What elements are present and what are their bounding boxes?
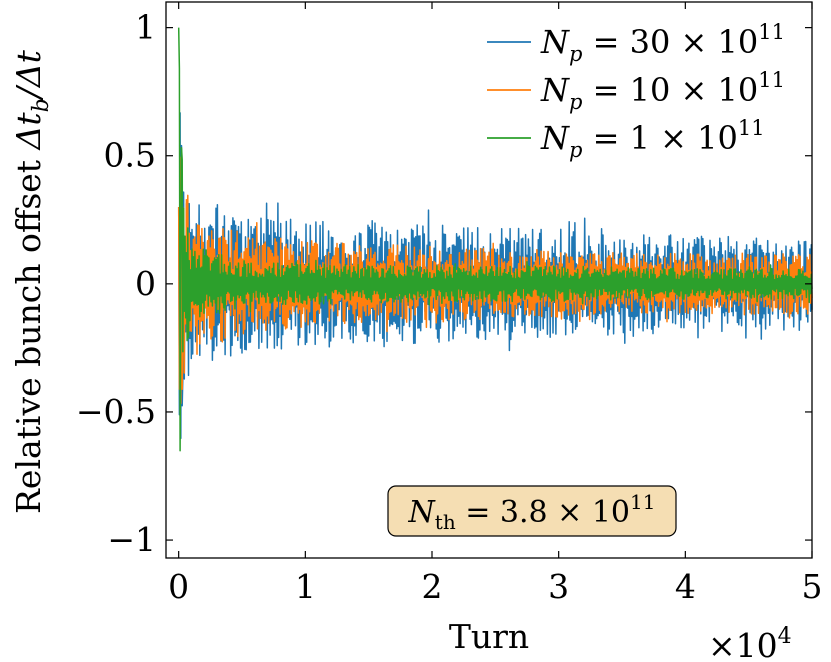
legend-label-main: N (540, 71, 570, 109)
legend-label-exp: 11 (758, 20, 785, 44)
legend-entry-label: Np = 30 × 1011 (540, 20, 785, 66)
x-tick-label: 5 (802, 567, 823, 606)
legend-label-main: N (540, 23, 570, 61)
series-line-3 (177, 27, 813, 452)
x-scale-multiplier: ×104 (708, 624, 792, 662)
y-tick-label: −0.5 (76, 392, 156, 431)
legend-label-mid: = 1 × 10 (582, 119, 737, 157)
x-scale-exponent: 4 (778, 624, 792, 649)
annotation-rest: = 3.8 × 10 (456, 495, 630, 530)
legend-label-exp: 11 (738, 116, 765, 140)
y-tick-label: −1 (107, 520, 156, 559)
x-axis-label: Turn (449, 617, 529, 656)
x-tick-label: 2 (422, 567, 443, 606)
legend-entry-label: Np = 1 × 1011 (540, 116, 765, 162)
legend-label-sub: p (569, 90, 582, 114)
y-axis-label-suffix: /Δt (9, 49, 48, 101)
threshold-annotation: Nth = 3.8 × 1011 (387, 485, 677, 537)
annotation-text: Nth = 3.8 × 1011 (408, 490, 656, 534)
y-axis-label-math: Δt (9, 112, 48, 152)
annotation-exp: 11 (630, 490, 655, 514)
y-axis-label-sub: b (29, 98, 54, 112)
series-line-2 (177, 156, 813, 405)
legend-label-sub: p (569, 138, 582, 162)
legend-label-mid: = 30 × 10 (582, 23, 758, 61)
legend-label-exp: 11 (758, 68, 785, 92)
legend-label-mid: = 10 × 10 (582, 71, 758, 109)
annotation-main: N (408, 495, 437, 530)
annotation-box (387, 485, 677, 537)
legend-label-sub: p (569, 42, 582, 66)
y-tick-label: 0 (135, 264, 156, 303)
y-tick-label: 1 (135, 8, 156, 47)
series-layer (177, 27, 813, 452)
x-scale-base: ×10 (708, 626, 778, 662)
y-axis-label-prefix: Relative bunch offset (9, 149, 48, 513)
ticks-layer: 0 1 2 3 4 5 −1 −0.5 0 0.5 1 (76, 2, 823, 606)
x-tick-label: 3 (548, 567, 569, 606)
x-tick-label: 4 (675, 567, 696, 606)
x-tick-label: 0 (168, 567, 189, 606)
plot-area-frame (165, 1, 813, 559)
y-axis-label: Relative bunch offset Δtb/Δt (9, 49, 54, 514)
legend-entry-label: Np = 10 × 1011 (540, 68, 785, 114)
legend-label-main: N (540, 119, 570, 157)
annotation-sub: th (435, 510, 456, 534)
y-tick-label: 0.5 (104, 136, 156, 175)
x-tick-label: 1 (295, 567, 316, 606)
